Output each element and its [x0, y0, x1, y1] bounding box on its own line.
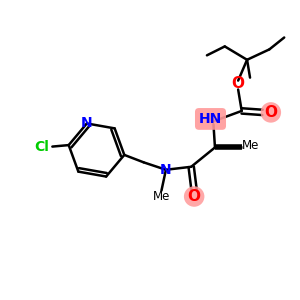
Text: Me: Me [153, 190, 170, 203]
Text: O: O [232, 76, 244, 91]
Text: N: N [81, 116, 93, 130]
Text: O: O [188, 189, 201, 204]
Text: O: O [264, 105, 277, 120]
Text: HN: HN [199, 112, 222, 126]
Text: N: N [160, 163, 172, 177]
Text: Cl: Cl [34, 140, 50, 154]
Text: Me: Me [242, 140, 259, 152]
